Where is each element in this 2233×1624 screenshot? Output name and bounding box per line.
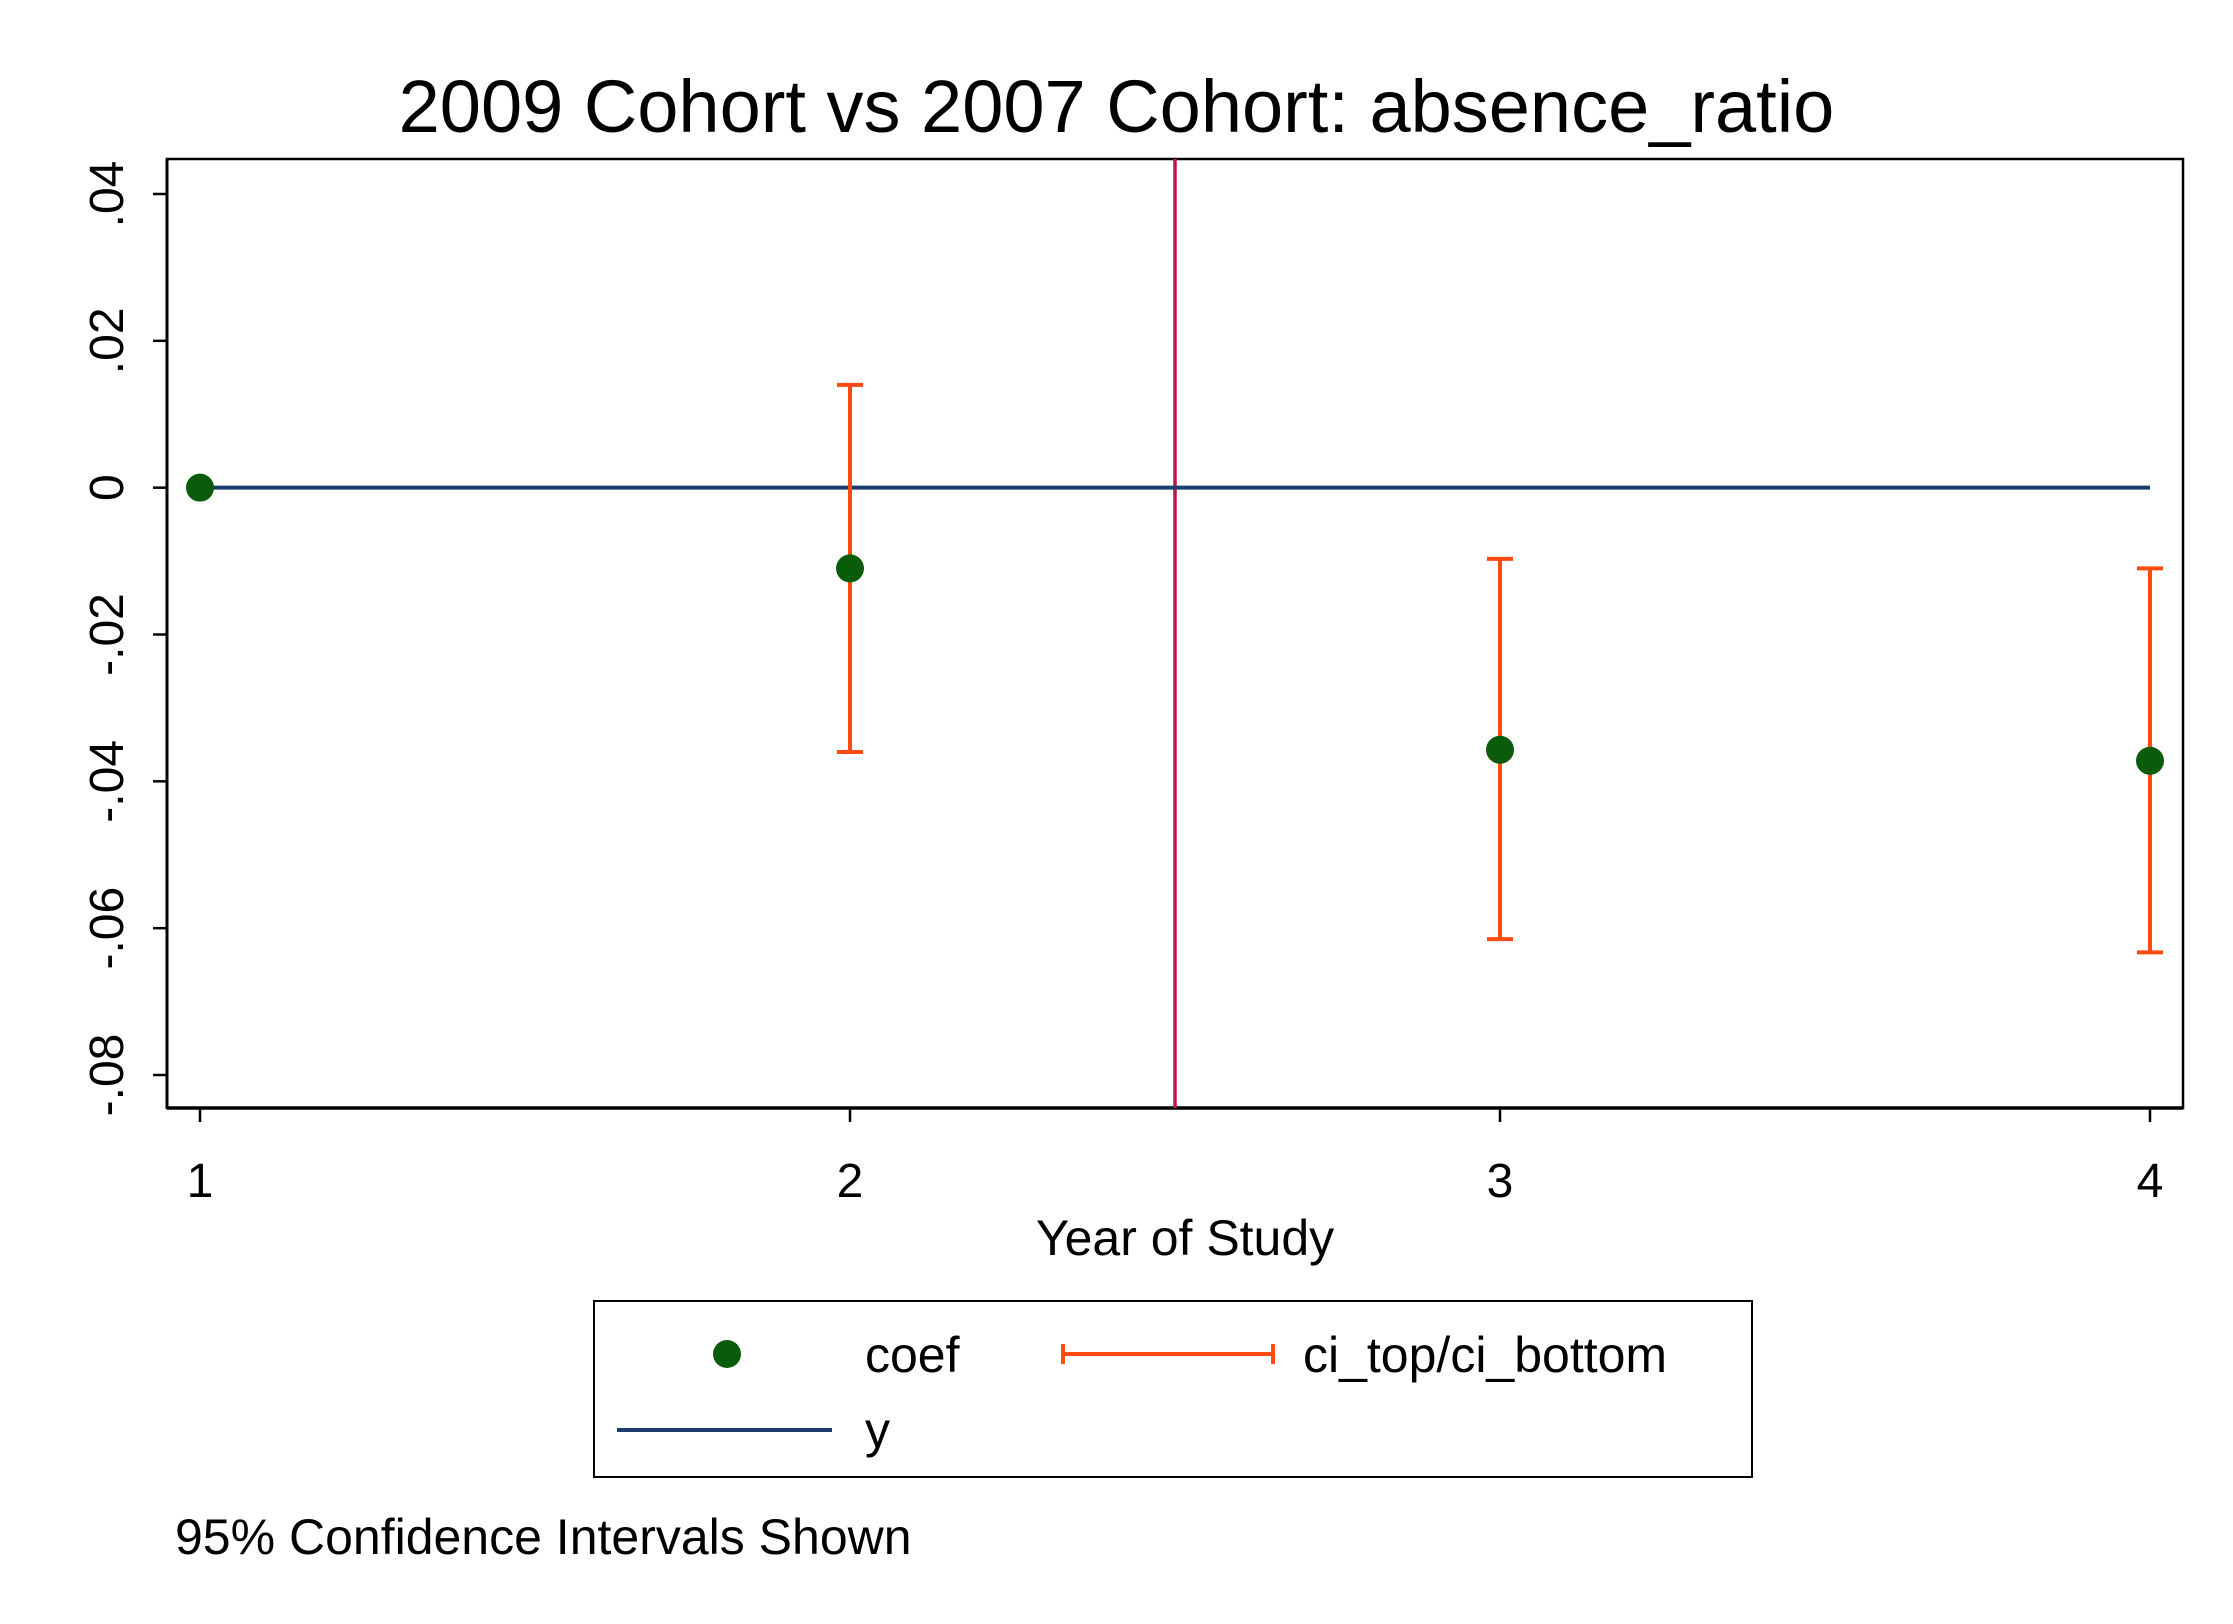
chart-note: 95% Confidence Intervals Shown — [175, 1509, 912, 1565]
legend-label-ci: ci_top/ci_bottom — [1303, 1327, 1668, 1383]
coef-point — [2136, 746, 2164, 775]
legend-label-y: y — [865, 1402, 890, 1458]
x-axis-title: Year of Study — [1036, 1210, 1334, 1266]
legend-ci-symbol — [1061, 1344, 1275, 1364]
x-tick-label: 4 — [2137, 1155, 2164, 1208]
y-tick-label: -.08 — [81, 1034, 134, 1117]
x-tick-label: 3 — [1487, 1155, 1514, 1208]
y-tick-label: -.04 — [81, 740, 134, 823]
legend: coef ci_top/ci_bottom y — [593, 1300, 1753, 1478]
legend-label-coef: coef — [865, 1327, 960, 1383]
legend-coef-marker — [713, 1340, 741, 1368]
y-tick-label: .02 — [81, 307, 134, 374]
coef-point — [836, 554, 864, 583]
legend-symbols — [617, 1340, 1275, 1432]
y-tick-label: -.06 — [81, 887, 134, 970]
y-tick-label: .04 — [81, 161, 134, 228]
y-tick-label: 0 — [81, 474, 134, 501]
x-tick-label: 2 — [837, 1155, 864, 1208]
coef-point — [186, 473, 214, 502]
chart-title: 2009 Cohort vs 2007 Cohort: absence_rati… — [398, 65, 1835, 148]
coef-point — [1486, 735, 1514, 764]
y-tick-label: -.02 — [81, 593, 134, 676]
x-tick-label: 1 — [187, 1155, 214, 1208]
